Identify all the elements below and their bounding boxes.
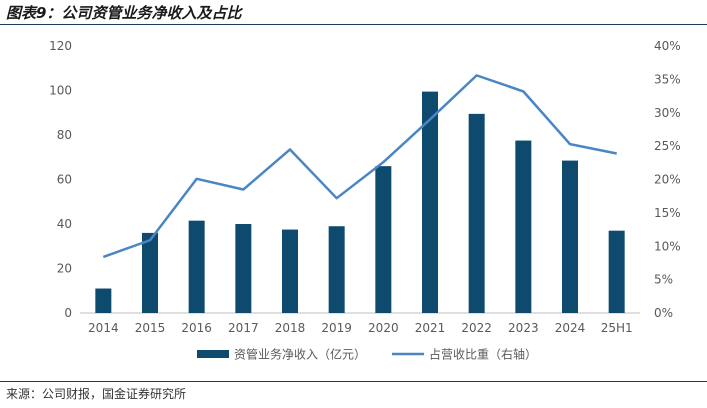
x-axis-tick-label: 2018 [275,321,306,335]
title-rule [0,24,707,25]
legend-bar-label: 资管业务净收入（亿元） [234,347,366,362]
left-axis-tick-label: 20 [57,262,72,276]
x-axis-tick-label: 25H1 [601,321,633,335]
figure-title: 图表9：公司资管业务净收入及占比 [6,4,242,22]
x-axis-tick-label: 2020 [368,321,399,335]
left-axis-tick-label: 40 [57,217,72,231]
x-axis-tick-label: 2021 [415,321,446,335]
bar-2020 [375,166,392,313]
bar-2018 [282,229,298,313]
x-axis-tick-label: 2022 [461,321,492,335]
right-axis-tick-label: 15% [654,206,681,220]
right-axis-tick-label: 0% [654,306,673,320]
bar-2019 [328,226,345,313]
bar-2022 [468,113,485,313]
x-axis-tick-label: 2024 [555,321,586,335]
bar-series [95,75,625,313]
right-axis-tick-label: 25% [654,139,681,153]
chart-area: 0 20 40 60 80 100 120 0% 5% 10% 15% 20% 25% 30% 35% 40… [49,39,681,362]
x-axis-ticks: 2014 2015 2016 2017 2018 2019 2020 2021 2022 2023… [88,321,633,335]
legend: 资管业务净收入（亿元） 占营收比重（右轴） [197,347,537,362]
bar-2017 [235,224,252,313]
bar-2014 [95,288,112,313]
x-axis-tick-label: 2017 [228,321,259,335]
right-axis-tick-label: 5% [654,273,673,287]
bar-25H1 [608,230,625,313]
bar-2015 [142,232,158,313]
right-axis-tick-label: 10% [654,239,681,253]
bar-2016 [188,220,205,313]
left-axis-tick-label: 0 [64,306,72,320]
left-axis-tick-label: 120 [49,39,72,53]
right-axis-ticks: 0% 5% 10% 15% 20% 25% 30% 35% 40% [654,39,681,320]
right-axis-tick-label: 20% [654,173,681,187]
ratio-line [102,74,617,259]
left-axis-tick-label: 60 [57,173,72,187]
legend-bar-swatch [197,350,229,358]
source-rule [0,381,707,382]
bar-2024 [562,160,578,313]
left-axis-tick-label: 100 [49,84,72,98]
left-axis-tick-label: 80 [57,128,72,142]
x-axis-tick-label: 2019 [321,321,352,335]
x-axis-tick-label: 2015 [135,321,166,335]
legend-line-label: 占营收比重（右轴） [429,347,537,362]
x-axis-tick-label: 2016 [181,321,212,335]
left-axis-ticks: 0 20 40 60 80 100 120 [49,39,72,320]
x-axis-tick-label: 2014 [88,321,119,335]
right-axis-tick-label: 30% [654,106,681,120]
x-axis-tick-label: 2023 [508,321,539,335]
bar-2023 [515,140,532,313]
right-axis-tick-label: 35% [654,72,681,86]
source-note: 来源：公司财报，国金证券研究所 [6,387,187,401]
bar-2021 [422,91,438,313]
right-axis-tick-label: 40% [654,39,681,53]
